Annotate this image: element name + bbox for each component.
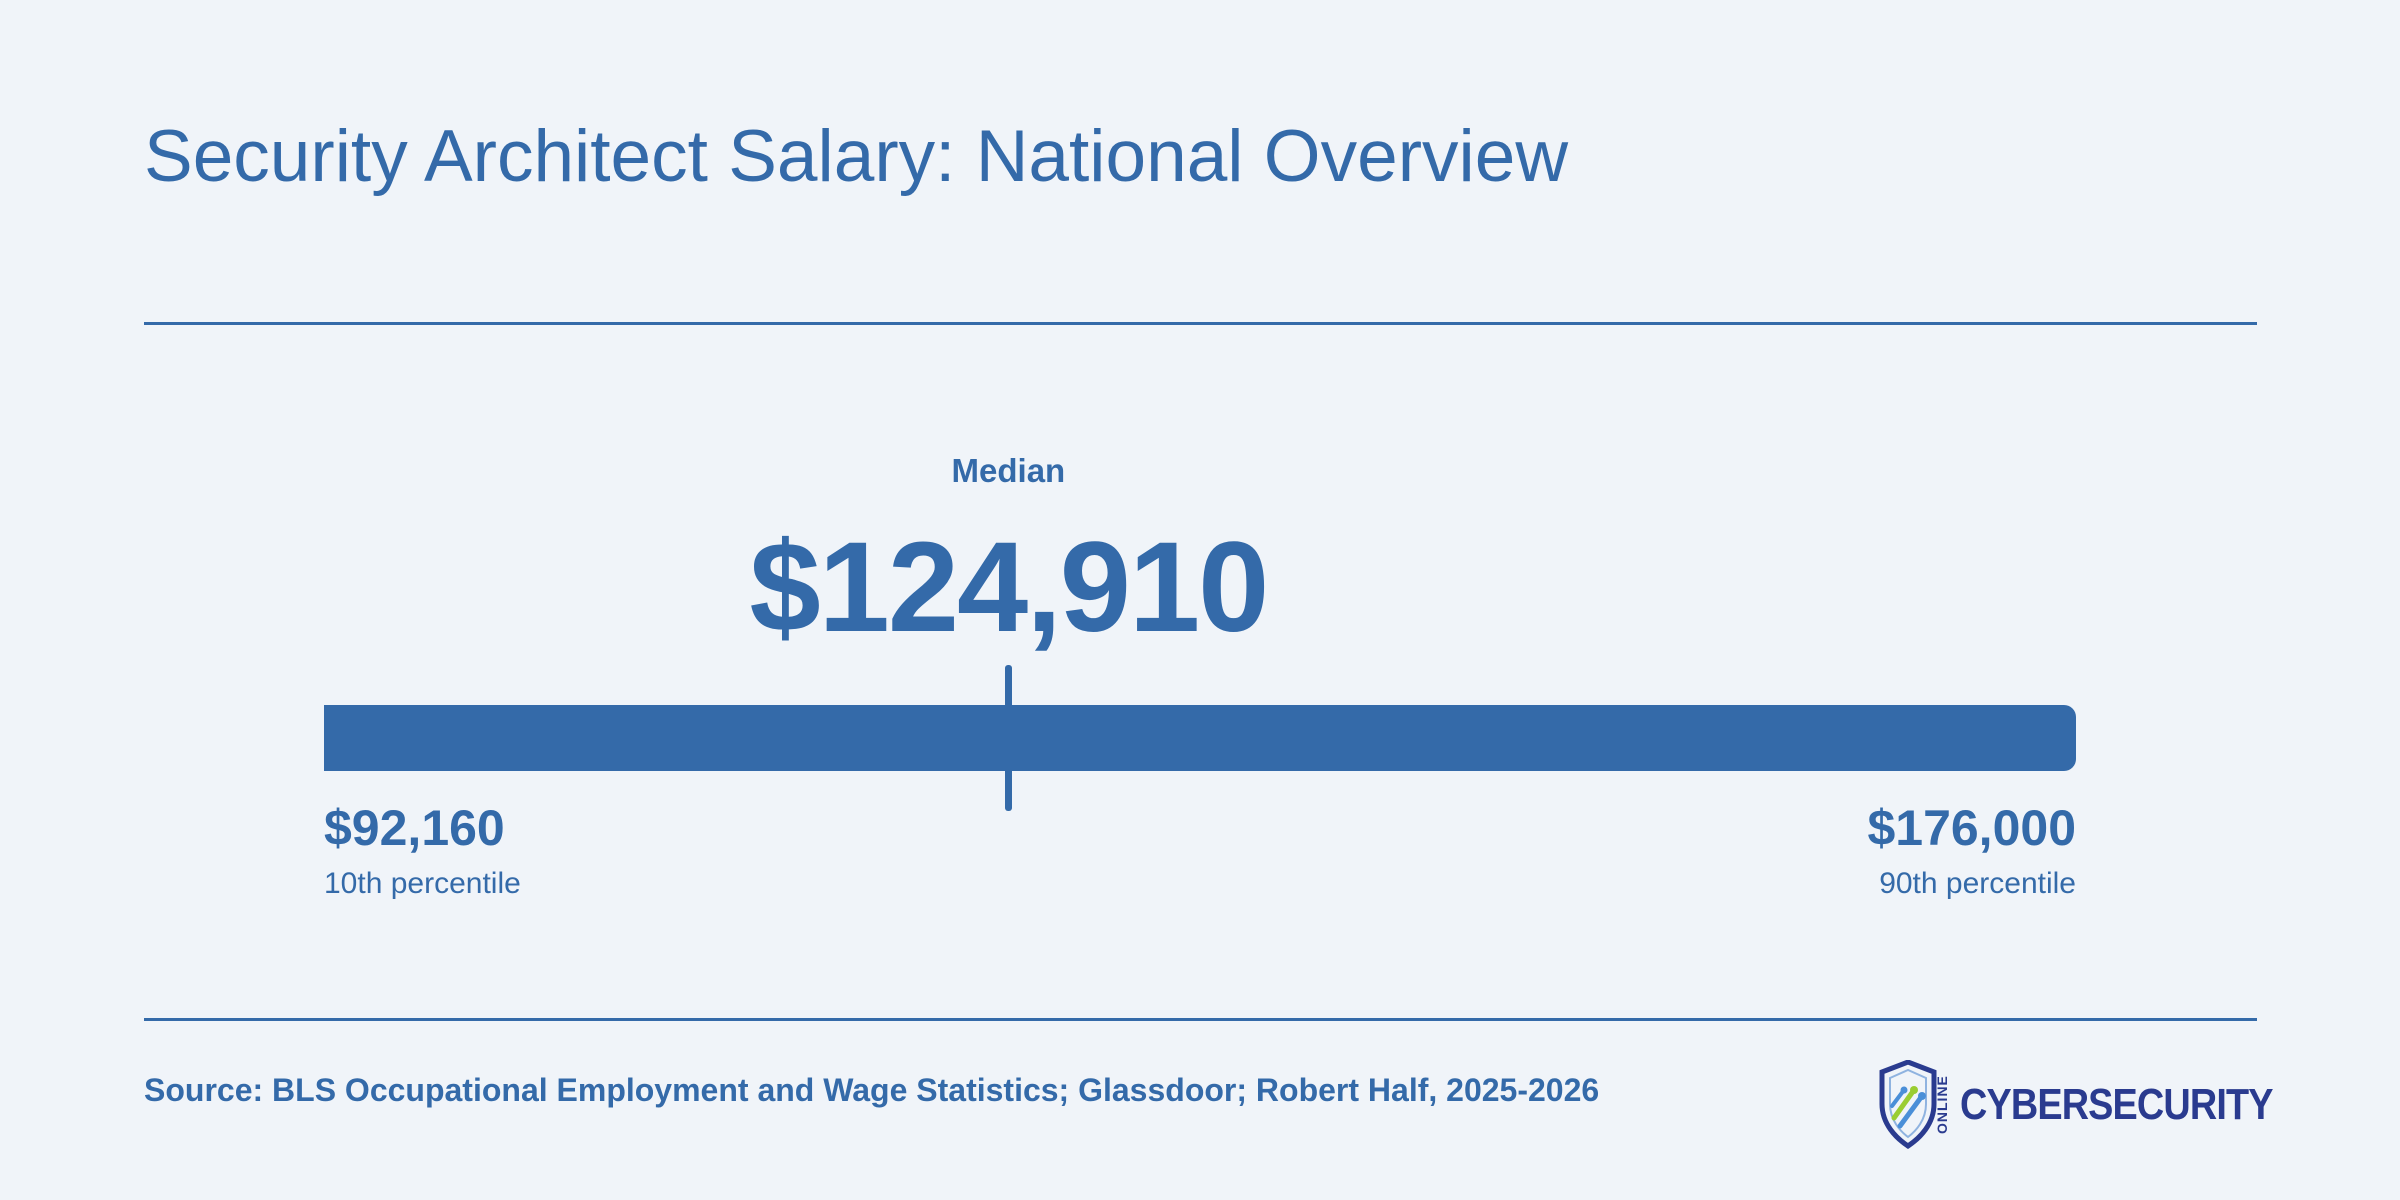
logo-wordmark: CYBERSECURITY <box>1960 1080 2273 1129</box>
salary-range-bar <box>324 705 2076 771</box>
max-percentile-label: 90th percentile <box>1879 867 2076 900</box>
logo-online-text: ONLINE <box>1934 1075 1950 1134</box>
bottom-divider <box>144 1018 2257 1021</box>
page-title: Security Architect Salary: National Over… <box>144 116 1569 197</box>
brand-logo: ONLINE CYBERSECURITY <box>1874 1059 2273 1152</box>
min-percentile-label: 10th percentile <box>324 867 521 900</box>
min-value: $92,160 <box>324 800 505 856</box>
max-value: $176,000 <box>1867 800 2076 856</box>
median-marker <box>1005 665 1013 811</box>
source-note: Source: BLS Occupational Employment and … <box>144 1072 1600 1108</box>
shield-circuit-icon <box>1879 1059 1937 1150</box>
median-label: Median <box>951 452 1066 489</box>
top-divider <box>144 322 2257 325</box>
median-value: $124,910 <box>749 516 1269 659</box>
